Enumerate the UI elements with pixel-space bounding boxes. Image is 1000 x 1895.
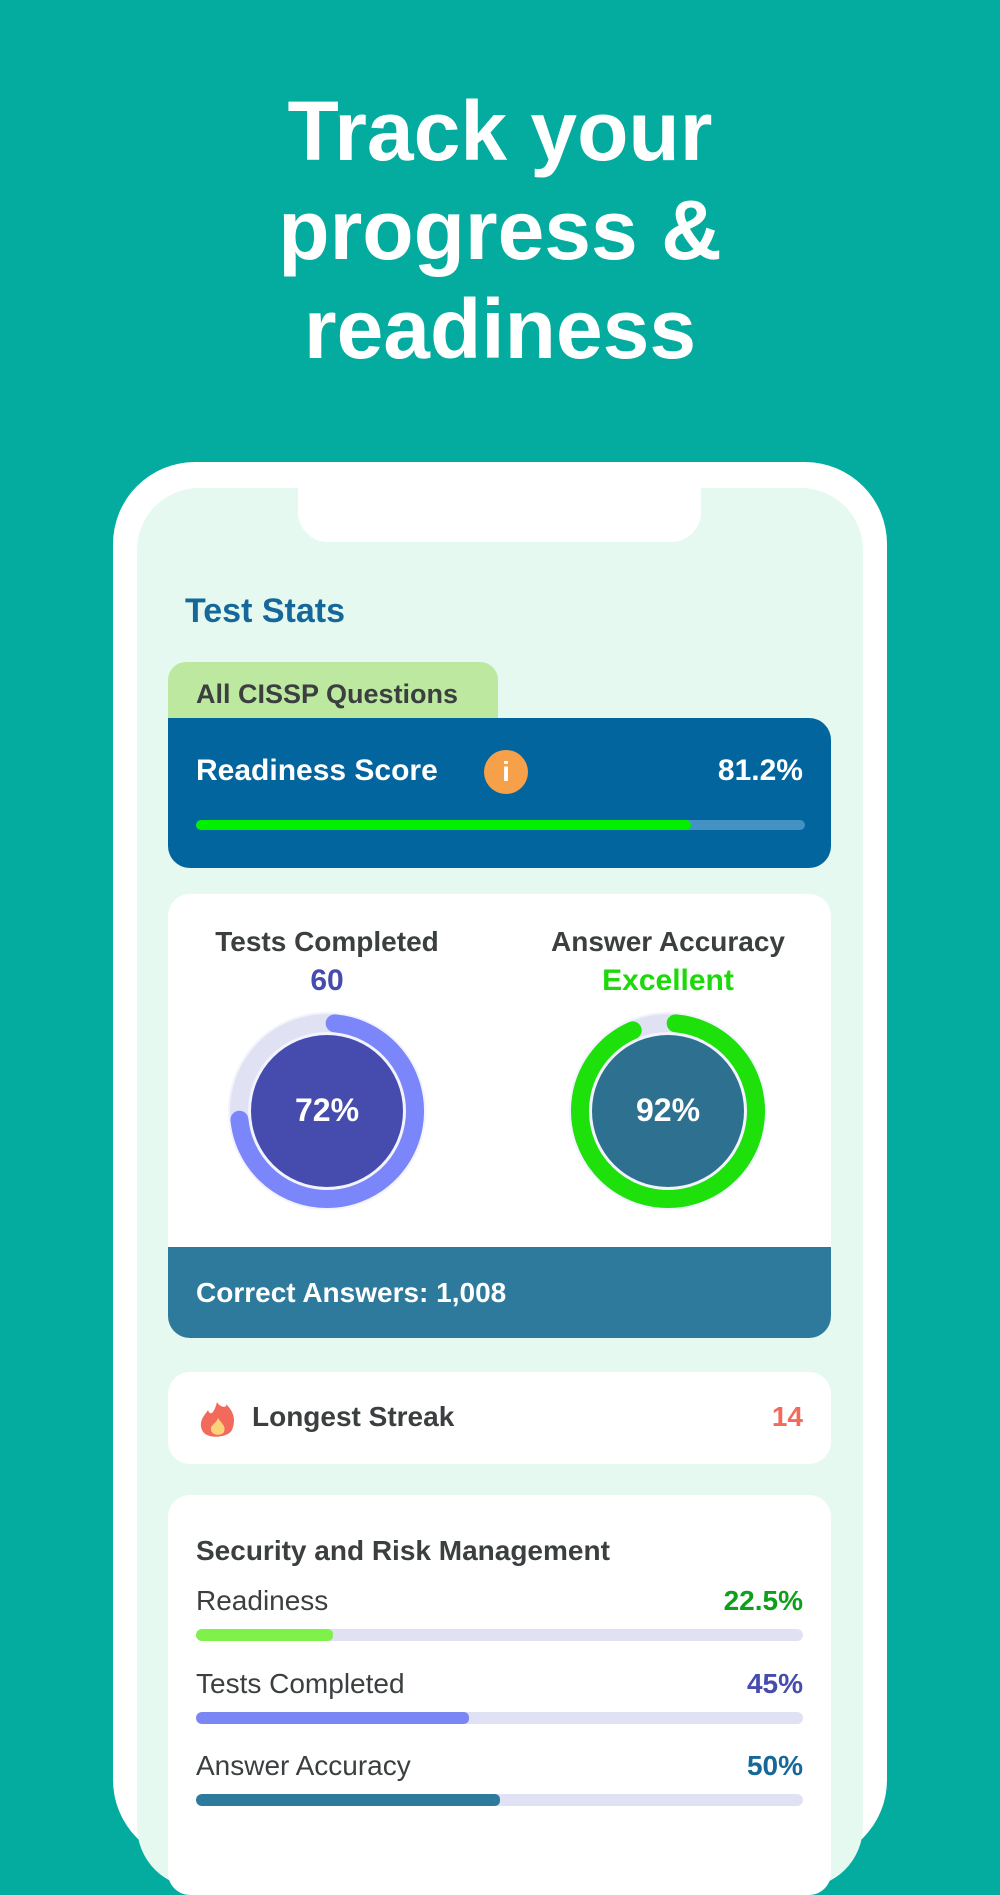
domain-title: Security and Risk Management xyxy=(196,1535,610,1566)
info-icon[interactable]: i xyxy=(484,750,528,794)
domain-tests-label: Tests Completed xyxy=(196,1668,405,1699)
ring-progress xyxy=(230,1014,424,1208)
headline: Track your progress & readiness xyxy=(0,82,1000,379)
tests-completed-ring-label: 72% xyxy=(294,1092,360,1128)
ring-disc xyxy=(592,1035,744,1187)
longest-streak-card: Longest Streak 14 xyxy=(168,1372,831,1464)
ring-progress xyxy=(571,1014,765,1208)
domain-readiness-label: Readiness xyxy=(196,1585,329,1616)
ring-disc xyxy=(251,1035,403,1187)
page-title: Test Stats xyxy=(185,592,345,630)
answer-accuracy-label: Answer Accuracy xyxy=(551,926,785,957)
readiness-value: 81.2% xyxy=(717,754,803,787)
streak-label: Longest Streak xyxy=(252,1401,455,1432)
readiness-card: Readiness Score i 81.2% xyxy=(168,718,831,868)
answer-accuracy-ring xyxy=(569,1012,767,1210)
domain-accuracy-bar-fill xyxy=(196,1794,500,1806)
tab-all-questions[interactable]: All CISSP Questions xyxy=(168,662,498,722)
stats-card: Tests Completed 60 Answer Accuracy Excel… xyxy=(168,894,831,1338)
flame-icon xyxy=(200,1402,234,1437)
answer-accuracy-value: Excellent xyxy=(602,964,734,997)
domain-card: Security and Risk Management Readiness 2… xyxy=(168,1495,831,1895)
headline-line: Track your xyxy=(287,84,713,178)
domain-accuracy-bar xyxy=(196,1794,803,1806)
readiness-progress xyxy=(196,820,805,830)
headline-line: progress & xyxy=(278,183,722,277)
domain-tests-value: 45% xyxy=(746,1668,803,1699)
headline-line: readiness xyxy=(303,282,697,376)
domain-readiness-bar xyxy=(196,1629,803,1641)
answer-accuracy-ring-label: 92% xyxy=(635,1092,701,1128)
domain-tests-bar-fill xyxy=(196,1712,470,1724)
domain-tests-bar xyxy=(196,1712,803,1724)
tests-completed-value: 60 xyxy=(310,964,344,997)
tests-completed-ring xyxy=(228,1012,426,1210)
tests-completed-label: Tests Completed xyxy=(215,926,439,957)
correct-answers: Correct Answers: 1,008 xyxy=(168,1247,831,1338)
domain-readiness-bar-fill xyxy=(196,1629,333,1641)
domain-accuracy-value: 50% xyxy=(746,1750,803,1781)
domain-accuracy-label: Answer Accuracy xyxy=(196,1750,411,1781)
readiness-label: Readiness Score xyxy=(196,754,438,787)
domain-readiness-value: 22.5% xyxy=(723,1585,803,1616)
readiness-progress-fill xyxy=(196,820,691,830)
phone-notch xyxy=(298,488,701,542)
streak-value: 14 xyxy=(771,1401,803,1432)
